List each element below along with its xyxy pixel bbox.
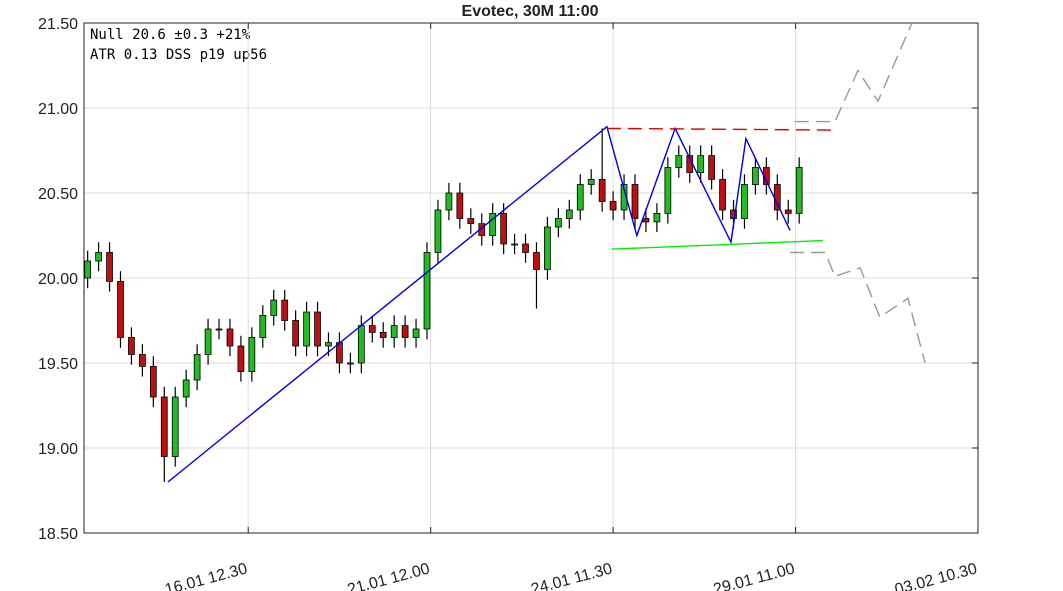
candle-body <box>642 218 650 223</box>
candle-body <box>139 354 146 367</box>
candle-body <box>576 184 584 211</box>
trend-line <box>167 125 791 483</box>
trend-line <box>790 251 926 364</box>
candle-body <box>445 192 453 211</box>
candle-body <box>182 379 190 398</box>
candle-body <box>500 212 507 245</box>
candle-body <box>664 167 672 214</box>
x-tick-label: 16.01 12.30 <box>163 560 249 591</box>
candle-body <box>719 178 726 211</box>
candle-body <box>795 167 803 214</box>
y-tick-label: 18.50 <box>38 526 78 543</box>
candle-body <box>708 155 715 180</box>
candle-body <box>292 320 300 347</box>
y-tick-label: 20.00 <box>38 271 78 288</box>
candle-body <box>609 201 617 211</box>
candle-body <box>456 192 464 219</box>
y-tick-label: 20.50 <box>38 186 78 203</box>
candle-body <box>270 299 278 316</box>
candle-body <box>423 252 431 330</box>
candle-body <box>259 314 267 338</box>
candle-body <box>631 184 639 219</box>
candle-body <box>390 325 398 338</box>
candle-body <box>128 337 135 355</box>
y-tick-label: 19.00 <box>38 441 78 458</box>
candle-body <box>314 311 321 347</box>
x-tick-label: 24.01 11.30 <box>529 560 614 591</box>
y-tick-label: 21.00 <box>38 101 78 118</box>
candle-body <box>675 155 683 168</box>
candle-body <box>730 209 737 219</box>
candle-body <box>544 226 551 270</box>
candle-body <box>248 337 256 372</box>
trend-line <box>794 22 913 123</box>
x-tick-label: 21.01 12.00 <box>346 560 432 591</box>
candle-body <box>226 328 234 347</box>
candle-body <box>412 328 420 338</box>
candle-body <box>84 260 92 279</box>
candle-body <box>379 331 387 338</box>
candle-body <box>773 184 781 211</box>
candle-body <box>303 311 310 347</box>
candle-body <box>489 212 497 236</box>
chart-title: Evotec, 30M 11:00 <box>462 3 599 20</box>
candle-body <box>347 362 354 365</box>
candle-body <box>401 325 409 338</box>
candle-body <box>752 167 759 185</box>
candle-body <box>281 299 289 321</box>
candle-body <box>467 218 475 224</box>
y-tick-label: 21.50 <box>38 16 78 33</box>
candle-body <box>204 328 212 355</box>
candle-body <box>697 155 705 174</box>
x-tick-label: 29.01 11.00 <box>712 560 797 591</box>
candle-body <box>565 209 573 219</box>
candle-body <box>106 252 113 282</box>
plot-frame <box>83 22 979 534</box>
candle-body <box>95 252 102 262</box>
candle-body <box>215 328 223 331</box>
candle-body <box>784 209 792 214</box>
trend-line <box>606 127 838 131</box>
candle-body <box>117 280 124 338</box>
candle-body <box>434 209 442 253</box>
candle-body <box>357 325 365 364</box>
x-tick-label: 03.02 10.30 <box>893 560 979 591</box>
candle-body <box>325 342 332 347</box>
candle-body <box>237 345 245 372</box>
candle-body <box>533 252 540 270</box>
candle-body <box>511 243 518 246</box>
candle-body <box>741 184 748 219</box>
candle-body <box>587 178 595 185</box>
candle-body <box>653 212 661 223</box>
candle-body <box>555 218 562 228</box>
candle-body <box>160 396 168 457</box>
candle-body <box>598 178 606 202</box>
candle-body <box>149 365 157 398</box>
annotation: ATR 0.13 DSS p19 up56 <box>90 47 267 63</box>
candle-body <box>522 243 529 253</box>
candle-body <box>193 354 201 381</box>
candle-body <box>171 396 179 457</box>
trend-line <box>611 239 823 250</box>
candle-body <box>368 325 376 333</box>
y-tick-label: 19.50 <box>38 356 78 373</box>
annotation: Null 20.6 ±0.3 +21% <box>90 27 251 43</box>
